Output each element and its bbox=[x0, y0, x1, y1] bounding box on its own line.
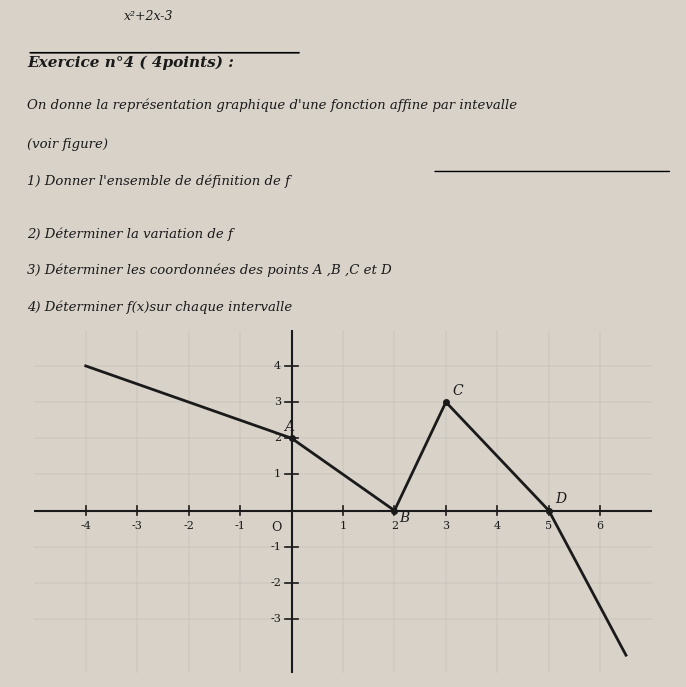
Text: D: D bbox=[555, 492, 566, 506]
Text: 3) Déterminer les coordonnées des points A ,B ,C et D: 3) Déterminer les coordonnées des points… bbox=[27, 264, 392, 278]
Text: A: A bbox=[284, 420, 294, 434]
Text: -3: -3 bbox=[132, 521, 143, 532]
Text: 1) Donner l'ensemble de définition de f: 1) Donner l'ensemble de définition de f bbox=[27, 174, 290, 188]
Text: On donne la représentation graphique d'une fonction affine par intevalle: On donne la représentation graphique d'u… bbox=[27, 99, 517, 113]
Text: x²+2x-3: x²+2x-3 bbox=[123, 10, 173, 23]
Text: -2: -2 bbox=[183, 521, 194, 532]
Text: -4: -4 bbox=[80, 521, 91, 532]
Text: (voir figure): (voir figure) bbox=[27, 139, 108, 152]
Text: Exercice n°4 ( 4points) :: Exercice n°4 ( 4points) : bbox=[27, 56, 235, 71]
Text: -2: -2 bbox=[270, 578, 281, 588]
Text: 4) Déterminer f(x)sur chaque intervalle: 4) Déterminer f(x)sur chaque intervalle bbox=[27, 300, 293, 313]
Text: -1: -1 bbox=[270, 542, 281, 552]
Text: 2: 2 bbox=[391, 521, 398, 532]
Text: 1: 1 bbox=[274, 469, 281, 480]
Text: 2) Déterminer la variation de f: 2) Déterminer la variation de f bbox=[27, 227, 233, 241]
Text: -1: -1 bbox=[235, 521, 246, 532]
Text: 1: 1 bbox=[340, 521, 346, 532]
Text: 6: 6 bbox=[597, 521, 604, 532]
Text: 2: 2 bbox=[274, 433, 281, 443]
Text: B: B bbox=[399, 511, 410, 525]
Text: 4: 4 bbox=[274, 361, 281, 371]
Text: -3: -3 bbox=[270, 614, 281, 624]
Text: 4: 4 bbox=[494, 521, 501, 532]
Text: 5: 5 bbox=[545, 521, 552, 532]
Text: 3: 3 bbox=[442, 521, 449, 532]
Text: C: C bbox=[452, 384, 462, 398]
Text: O: O bbox=[271, 521, 281, 534]
Text: 3: 3 bbox=[274, 397, 281, 407]
